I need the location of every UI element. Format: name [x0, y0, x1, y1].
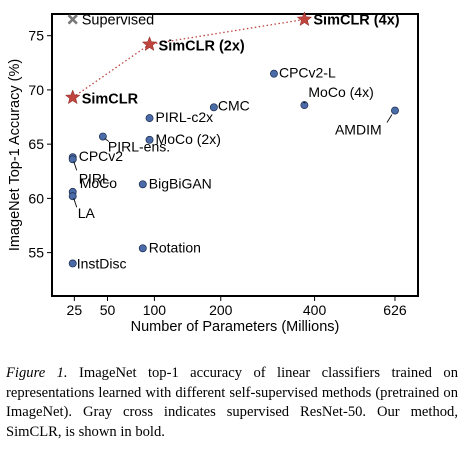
simclr-trend-line: [72, 18, 305, 99]
leader-line-pirl: [73, 161, 78, 171]
data-label-rotation: Rotation: [149, 239, 201, 255]
axis-ticks: 25 50 100 200 400 626 55 60 65 70 75: [28, 28, 406, 318]
data-label-cpcv2-l: CPCv2-L: [279, 65, 336, 81]
data-label-pirl: PIRL: [79, 170, 110, 186]
star-label-simclr-4x: SimCLR (4x): [313, 12, 399, 28]
x-tick-label: 626: [383, 302, 407, 318]
data-label-cmc: CMC: [218, 97, 250, 113]
leader-line-la: [73, 198, 78, 208]
legend-label-supervised: Supervised: [82, 12, 155, 28]
star-label-simclr: SimCLR: [82, 92, 139, 108]
data-point-moco-4x: [300, 101, 309, 110]
supervised-cross-b: [67, 14, 78, 25]
y-tick-label: 75: [28, 28, 44, 44]
y-tick-label: 55: [28, 245, 44, 261]
x-tick-label: 400: [303, 302, 327, 318]
data-label-moco: MoCo: [80, 175, 118, 191]
y-tick-label: 70: [28, 82, 44, 98]
x-tick-label: 50: [100, 302, 116, 318]
y-axis-label: ImageNet Top-1 Accuracy (%): [7, 59, 23, 251]
x-tick-label: 25: [67, 302, 83, 318]
data-label-pirl-ens: PIRL-ens.: [108, 139, 170, 155]
trend-line-layer: [72, 18, 305, 99]
data-point-amdim: [391, 106, 399, 115]
figure-caption: Figure 1. ImageNet top-1 accuracy of lin…: [6, 364, 458, 442]
data-label-instdisc: InstDisc: [77, 255, 127, 271]
star-point-simclr-2x: [141, 36, 158, 52]
data-label-la: LA: [78, 205, 96, 221]
data-label-bigbigan: BigBiGAN: [149, 175, 212, 191]
data-label-cpcv2: CPCv2: [79, 148, 124, 164]
scatter-chart: 25 50 100 200 400 626 55 60 65 70 75 CPCv2-L MoCo (…: [7, 11, 419, 335]
data-points: [64, 11, 399, 268]
data-label-moco-4x: MoCo (4x): [308, 84, 373, 100]
legend: Supervised: [67, 12, 155, 28]
data-point-pirl-c2x: [145, 114, 154, 123]
data-point-instdisc: [68, 259, 77, 268]
y-tick-label: 65: [28, 136, 44, 152]
y-tick-label: 60: [28, 190, 44, 206]
plot-frame: [51, 13, 419, 297]
star-label-simclr-2x: SimCLR (2x): [159, 38, 245, 54]
leader-line-pirl-ens: [104, 138, 110, 142]
data-point-pirl-ens: [98, 132, 107, 141]
data-label-amdim: AMDIM: [335, 122, 382, 138]
star-point-simclr-4x: [296, 11, 313, 27]
data-point-rotation: [138, 244, 147, 253]
caption-label: Figure 1.: [6, 365, 68, 381]
data-point-bigbigan: [138, 180, 147, 189]
data-point-cpcv2-l: [270, 69, 278, 78]
data-label-pirl-c2x: PIRL-c2x: [156, 109, 214, 125]
x-tick-label: 200: [209, 302, 233, 318]
caption-text: ImageNet top-1 accuracy of linear classi…: [6, 365, 458, 440]
data-point-cmc: [209, 103, 218, 112]
x-axis-label: Number of Parameters (Millions): [131, 319, 340, 335]
leader-line-moco-4x: [303, 101, 306, 104]
data-point-la: [68, 192, 77, 201]
data-point-pirl: [68, 155, 77, 164]
leader-line-amdim: [386, 114, 393, 123]
x-tick-label: 100: [143, 302, 167, 318]
data-label-moco-2x: MoCo (2x): [156, 131, 221, 147]
data-point-moco-2x: [145, 135, 154, 144]
star-point-simclr: [64, 89, 81, 105]
